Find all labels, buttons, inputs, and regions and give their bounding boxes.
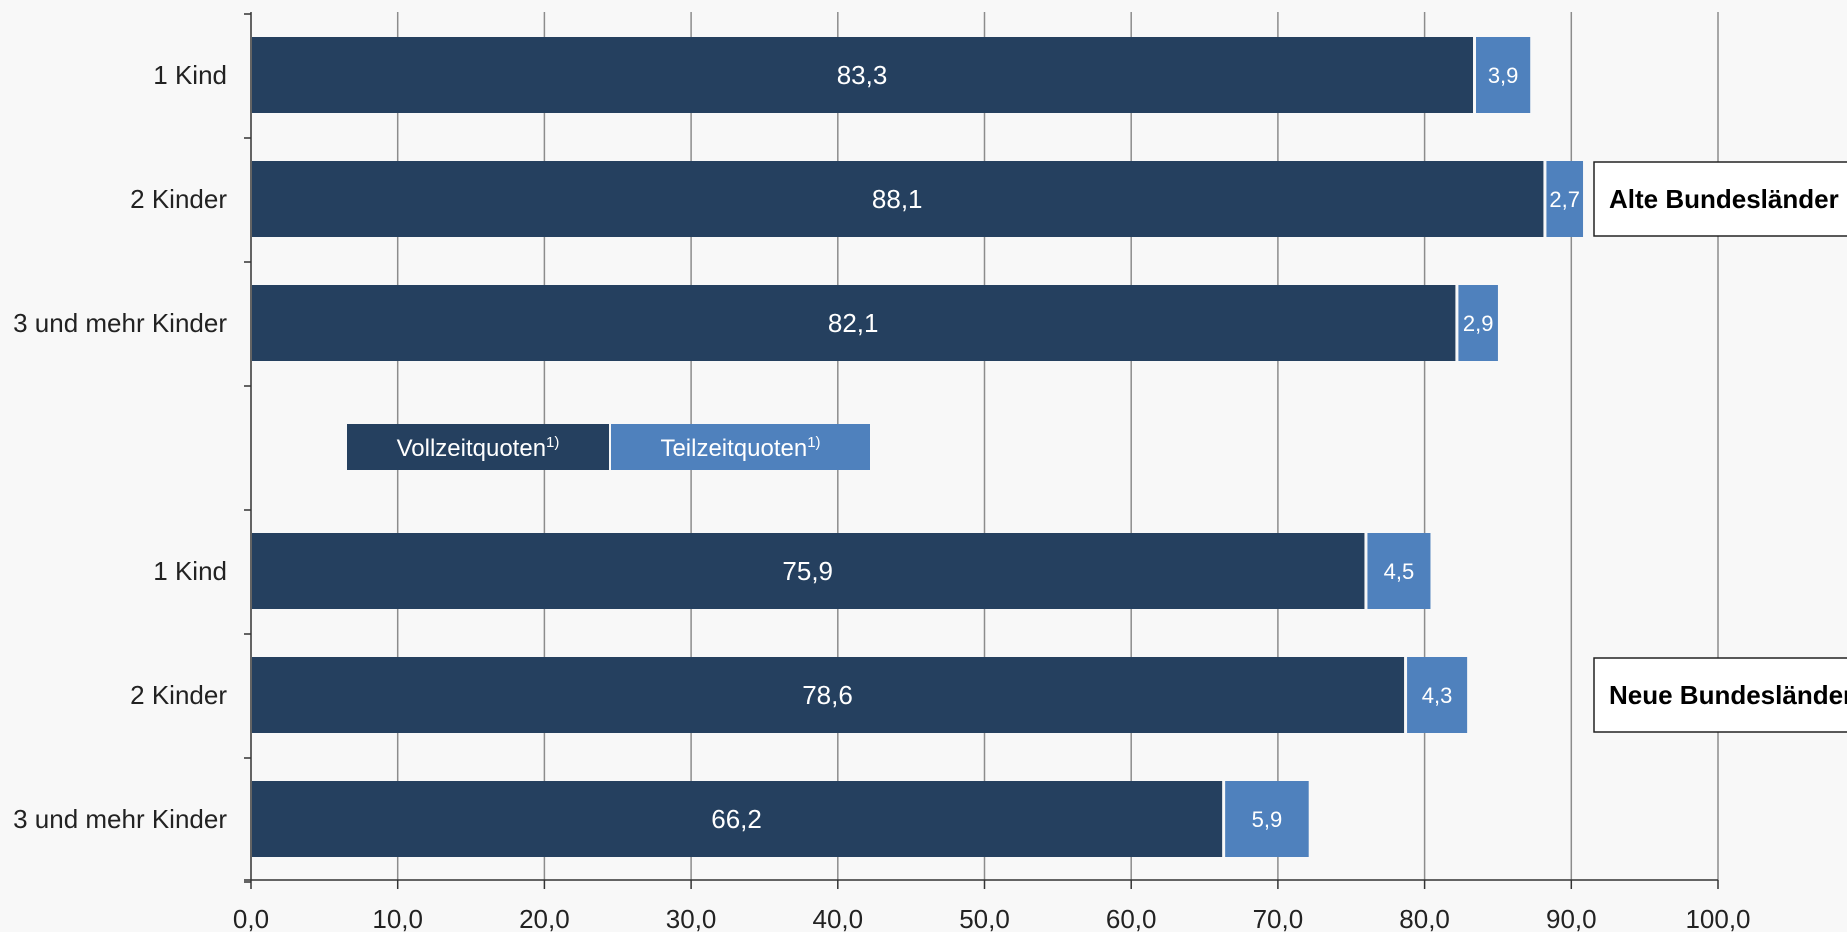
bar-part-time [1225,781,1309,857]
value-label-full-time: 75,9 [782,556,833,586]
x-tick-label: 30,0 [666,904,717,932]
axes [244,12,1719,889]
value-label-full-time: 78,6 [802,680,853,710]
x-tick-label: 100,0 [1685,904,1750,932]
value-label-full-time: 83,3 [837,60,888,90]
category-label: 3 und mehr Kinder [13,308,227,338]
category-label: 2 Kinder [130,680,227,710]
legend-item-full: Vollzeitquoten1) [347,424,609,470]
value-label-part-time: 2,7 [1549,187,1580,212]
group-label-frame [1593,657,1847,733]
bar-full-time [252,37,1474,113]
x-tick-label: 60,0 [1106,904,1157,932]
x-tick-label: 40,0 [812,904,863,932]
x-tick-label: 90,0 [1546,904,1597,932]
bar-full-time [252,657,1405,733]
bar-full-time [252,781,1223,857]
x-tick-label: 20,0 [519,904,570,932]
value-label-full-time: 66,2 [711,804,762,834]
x-tick-labels: 0,0 10,0 20,0 30,0 40,0 50,0 60,0 70,0 80,0 90,0 1… [233,904,1751,932]
legend-swatch [347,424,609,470]
legend-swatch [611,424,870,470]
bar-full-time [252,161,1544,237]
group-label-text: Alte Bundesländer [1609,184,1839,214]
category-label: 1 Kind [153,556,227,586]
category-label: 3 und mehr Kinder [13,804,227,834]
value-label-part-time: 5,9 [1252,807,1283,832]
legend-label: Teilzeitquoten1) [660,434,820,462]
x-tick-label: 0,0 [233,904,269,932]
value-label-full-time: 82,1 [828,308,879,338]
value-label-part-time: 3,9 [1488,63,1519,88]
group-label-box: Alte Bundesländer [1593,161,1847,237]
category-label: 1 Kind [153,60,227,90]
legend-label: Vollzeitquoten1) [397,434,560,462]
category-labels: 1 Kind 2 Kinder 3 und mehr Kinder 1 Kind 2 K… [13,60,227,834]
group-label-text: Neue Bundesländer [1609,680,1847,710]
category-label: 2 Kinder [130,184,227,214]
value-label-part-time: 2,9 [1463,311,1494,336]
bar-part-time [1458,285,1498,361]
value-label-full-time: 88,1 [872,184,923,214]
legend-item-part: Teilzeitquoten1) [611,424,870,470]
group-labels: Alte Bundesländer Neue Bundesländer [1593,161,1847,733]
x-tick-label: 50,0 [959,904,1010,932]
group-label-box: Neue Bundesländer [1593,657,1847,733]
bar-part-time [1367,533,1431,609]
bar-part-time [1407,657,1468,733]
value-label-part-time: 4,3 [1422,683,1453,708]
bar-part-time [1546,161,1584,237]
bar-full-time [252,533,1365,609]
gridlines [396,12,1719,880]
group-label-frame [1593,161,1847,237]
value-label-part-time: 4,5 [1384,559,1415,584]
x-tick-label: 70,0 [1253,904,1304,932]
x-tick-label: 80,0 [1399,904,1450,932]
bar-full-time [252,285,1456,361]
legend: Vollzeitquoten1) Teilzeitquoten1) [347,424,870,470]
bars: 83,3 3,9 88,1 2,7 82,1 2,9 75,9 4,5 78,6 4,3 66,2 5… [252,37,1584,857]
x-tick-label: 10,0 [372,904,423,932]
bar-part-time [1476,37,1531,113]
